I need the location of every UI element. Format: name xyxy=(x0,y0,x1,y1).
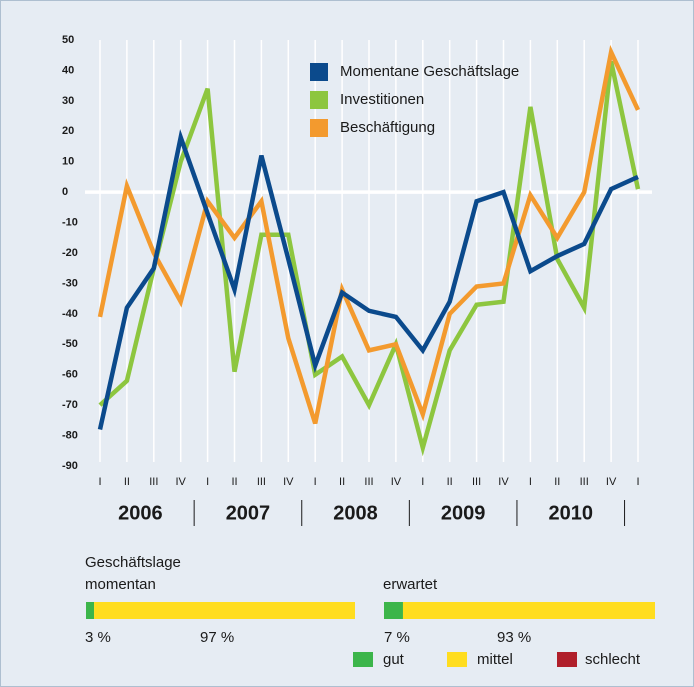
value-label: 93 % xyxy=(497,629,531,646)
y-tick-label: -60 xyxy=(62,369,78,381)
value-label: 3 % xyxy=(85,629,111,646)
legend-swatch xyxy=(310,63,328,81)
y-tick-label: 10 xyxy=(62,156,74,168)
legend-swatch xyxy=(310,119,328,137)
x-tick-label: II xyxy=(231,476,237,488)
x-tick-label: IV xyxy=(283,476,294,488)
legend-label: mittel xyxy=(477,651,513,668)
bar-segment xyxy=(402,602,655,619)
y-tick-label: -50 xyxy=(62,338,78,350)
legend-label: schlecht xyxy=(585,651,641,668)
year-label: 2006 xyxy=(118,502,163,524)
bar-segment xyxy=(86,602,95,619)
x-tick-label: II xyxy=(339,476,345,488)
y-tick-label: -20 xyxy=(62,247,78,259)
x-tick-label: III xyxy=(580,476,589,488)
y-tick-label: -70 xyxy=(62,399,78,411)
year-label: 2007 xyxy=(226,502,271,524)
x-tick-label: IV xyxy=(175,476,186,488)
year-label: 2008 xyxy=(333,502,378,524)
x-tick-label: IV xyxy=(391,476,402,488)
y-tick-label: 30 xyxy=(62,95,74,107)
y-tick-label: -10 xyxy=(62,216,78,228)
legend-swatch xyxy=(447,652,467,667)
x-tick-label: I xyxy=(421,476,424,488)
x-tick-label: III xyxy=(364,476,373,488)
bar-segment xyxy=(94,602,355,619)
y-tick-label: -40 xyxy=(62,308,78,320)
x-tick-label: II xyxy=(554,476,560,488)
line xyxy=(98,60,641,457)
x-tick-label: III xyxy=(257,476,266,488)
year-label: 2010 xyxy=(549,502,594,524)
value-label: 97 % xyxy=(200,629,234,646)
x-tick-label: I xyxy=(98,476,101,488)
y-tick-label: -30 xyxy=(62,277,78,289)
y-tick-label: -90 xyxy=(62,460,78,472)
legend-label: Investitionen xyxy=(340,91,424,108)
category-label: erwartet xyxy=(383,576,438,593)
bar-segment xyxy=(384,602,403,619)
x-tick-label: II xyxy=(124,476,130,488)
x-tick-label: III xyxy=(472,476,481,488)
line xyxy=(97,128,639,430)
x-tick-label: IV xyxy=(498,476,509,488)
y-tick-label: 20 xyxy=(62,125,74,137)
y-tick-label: -80 xyxy=(62,429,78,441)
year-label: 2009 xyxy=(441,502,486,524)
line xyxy=(97,44,641,425)
x-tick-label: I xyxy=(636,476,639,488)
x-tick-label: III xyxy=(149,476,158,488)
y-tick-label: 50 xyxy=(62,34,74,46)
y-tick-label: 40 xyxy=(62,64,74,76)
y-tick-label: 0 xyxy=(62,186,68,198)
x-tick-label: I xyxy=(529,476,532,488)
x-tick-label: I xyxy=(314,476,317,488)
legend-swatch xyxy=(310,91,328,109)
x-tick-label: I xyxy=(206,476,209,488)
x-tick-label: II xyxy=(447,476,453,488)
value-label: 7 % xyxy=(384,629,410,646)
category-label: momentan xyxy=(85,576,156,593)
legend-swatch xyxy=(353,652,373,667)
x-tick-label: IV xyxy=(606,476,617,488)
legend-label: Momentane Geschäftslage xyxy=(340,63,519,80)
bar-title: Geschäftslage xyxy=(85,554,181,571)
legend-label: Beschäftigung xyxy=(340,119,435,136)
legend-swatch xyxy=(557,652,577,667)
legend-label: gut xyxy=(383,651,405,668)
